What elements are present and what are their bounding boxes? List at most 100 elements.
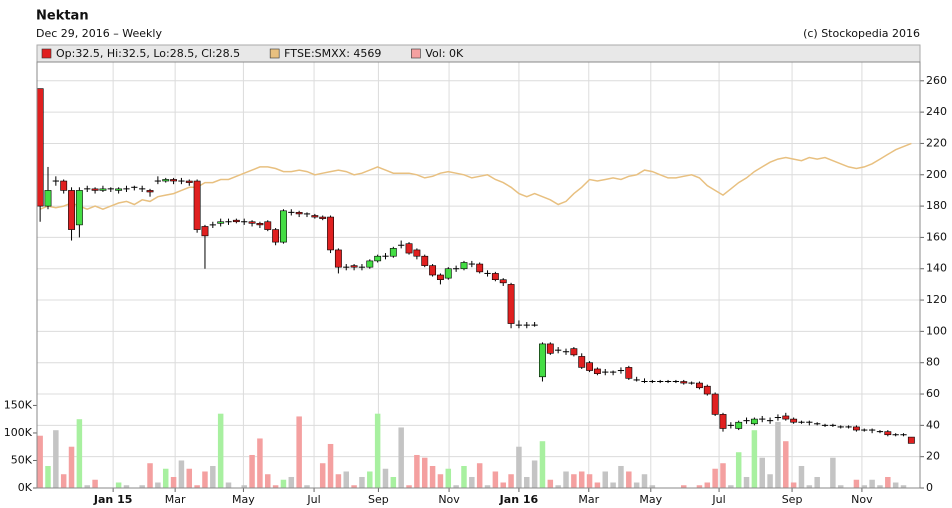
candle-body — [444, 268, 452, 279]
volume-bar — [539, 441, 546, 488]
y2-tick-label: 100K — [4, 426, 33, 439]
candle-body — [99, 188, 107, 191]
volume-bar — [162, 468, 169, 488]
volume-bar — [626, 471, 632, 488]
candle-body — [476, 263, 484, 273]
volume-bar — [257, 438, 263, 488]
candle-body — [436, 274, 444, 280]
volume-bar — [853, 479, 860, 488]
candle-body — [750, 418, 758, 425]
candle-body — [170, 179, 178, 182]
candle-body — [272, 229, 280, 243]
volume-bar — [170, 476, 177, 488]
candle-body — [782, 415, 790, 420]
y-tick-label: 40 — [926, 418, 940, 431]
candle-body — [719, 414, 727, 429]
volume-bar — [547, 479, 554, 488]
volume-bar — [720, 463, 726, 488]
volume-bar — [296, 416, 302, 488]
volume-bar — [759, 457, 765, 488]
candle-body — [162, 179, 170, 182]
volume-bar — [414, 454, 420, 488]
volume-bar — [578, 471, 585, 488]
volume-bar — [359, 476, 365, 488]
volume-bar — [335, 474, 342, 488]
x-tick-label: Jul — [306, 493, 320, 506]
candle-body — [790, 418, 798, 423]
volume-bar — [60, 474, 67, 488]
candle-body — [429, 265, 437, 276]
y-tick-label: 220 — [926, 136, 947, 149]
volume-bar — [500, 482, 506, 488]
candle-body — [421, 255, 429, 266]
candle-body — [295, 212, 303, 215]
y-tick-label: 160 — [926, 230, 947, 243]
volume-bar — [374, 413, 381, 488]
volume-bar — [798, 465, 805, 488]
legend-swatch — [41, 48, 52, 59]
candle-body — [366, 260, 374, 268]
candle-body — [201, 226, 209, 237]
volume-bar — [783, 441, 789, 488]
y-tick-label: 140 — [926, 262, 947, 275]
candle-body — [44, 190, 52, 207]
volume-bar — [806, 485, 813, 488]
volume-bar — [531, 460, 538, 488]
volume-bar — [469, 476, 475, 488]
volume-bar — [139, 485, 145, 488]
volume-bar — [288, 476, 295, 488]
x-tick-label: Sep — [368, 493, 389, 506]
volume-bar — [37, 435, 43, 488]
volume-bar — [461, 465, 467, 488]
volume-bar — [594, 482, 601, 488]
candle-body — [680, 381, 688, 384]
volume-bar — [241, 485, 247, 488]
volume-bar — [751, 430, 758, 488]
volume-bar — [406, 485, 412, 488]
volume-bar — [249, 454, 255, 488]
volume-bar — [892, 482, 899, 488]
source: (c) Stockopedia 2016 — [803, 27, 920, 40]
volume-bar — [704, 482, 711, 488]
candle-body — [735, 421, 743, 429]
volume-bar — [178, 460, 185, 488]
plot-frame — [36, 61, 921, 489]
volume-bar — [900, 485, 907, 488]
candle-body — [460, 262, 468, 270]
volume-bar — [147, 463, 153, 488]
volume-bar — [217, 413, 224, 488]
volume-bar — [633, 482, 640, 488]
volume-bar — [712, 468, 718, 488]
volume-bar — [830, 457, 836, 488]
candle-body — [711, 393, 719, 415]
y2-tick-label: 0K — [18, 481, 33, 494]
volume-bar — [563, 471, 569, 488]
legend-label: FTSE:SMXX: 4569 — [284, 47, 381, 60]
volume-bar — [610, 482, 616, 488]
candle-body — [907, 436, 915, 444]
candle-body — [570, 348, 578, 356]
volume-bar — [343, 471, 349, 488]
chart-title: Nektan — [36, 9, 89, 24]
candle-body — [593, 368, 601, 374]
volume-bar — [210, 465, 216, 488]
candle-body — [264, 221, 272, 230]
x-tick-label: Nov — [438, 493, 460, 506]
candle-body — [539, 343, 546, 378]
y-tick-label: 100 — [926, 324, 947, 337]
volume-bar — [123, 485, 130, 488]
volume-bar — [53, 430, 59, 488]
volume-bar — [398, 427, 404, 488]
candle-body — [75, 190, 83, 226]
x-tick-label: Sep — [782, 493, 803, 506]
volume-bar — [115, 482, 122, 488]
y-tick-label: 240 — [926, 105, 947, 118]
volume-bar — [869, 479, 875, 488]
volume-bar — [735, 452, 742, 488]
candle-body — [884, 431, 892, 436]
candle-body — [546, 343, 554, 354]
volume-bar — [649, 485, 656, 488]
chart-subtitle: Dec 29, 2016 – Weekly — [36, 27, 162, 40]
volume-bar — [194, 485, 200, 488]
